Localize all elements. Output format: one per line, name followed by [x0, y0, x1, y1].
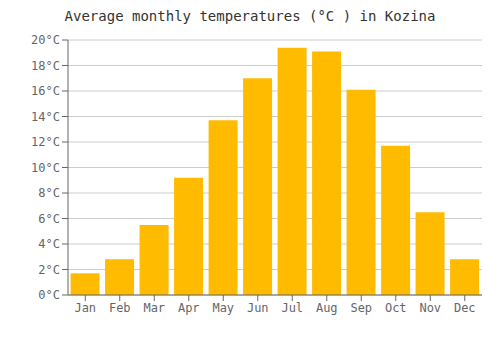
- svg-text:Sep: Sep: [350, 301, 372, 315]
- svg-text:Nov: Nov: [419, 301, 441, 315]
- svg-text:10°C: 10°C: [31, 161, 60, 175]
- svg-text:14°C: 14°C: [31, 110, 60, 124]
- html-text:Average monthly temperatures (: Average monthly temperatures (°C ) in Ko…: [64, 8, 436, 24]
- svg-text:Apr: Apr: [178, 301, 200, 315]
- svg-text:18°C: 18°C: [31, 59, 60, 73]
- svg-text:Jul: Jul: [281, 301, 303, 315]
- svg-text:Mar: Mar: [143, 301, 165, 315]
- svg-text:Jun: Jun: [247, 301, 269, 315]
- svg-text:Aug: Aug: [316, 301, 338, 315]
- svg-text:20°C: 20°C: [31, 33, 60, 47]
- svg-text:0°C: 0°C: [38, 288, 60, 302]
- svg-text:4°C: 4°C: [38, 237, 60, 251]
- svg-text:12°C: 12°C: [31, 135, 60, 149]
- svg-text:Dec: Dec: [454, 301, 476, 315]
- svg-text:Oct: Oct: [385, 301, 407, 315]
- svg-text:16°C: 16°C: [31, 84, 60, 98]
- svg-text:Feb: Feb: [109, 301, 131, 315]
- svg-text:8°C: 8°C: [38, 186, 60, 200]
- svg-text:6°C: 6°C: [38, 212, 60, 226]
- svg-text:May: May: [212, 301, 234, 315]
- svg-text:2°C: 2°C: [38, 263, 60, 277]
- svg-text:Jan: Jan: [74, 301, 96, 315]
